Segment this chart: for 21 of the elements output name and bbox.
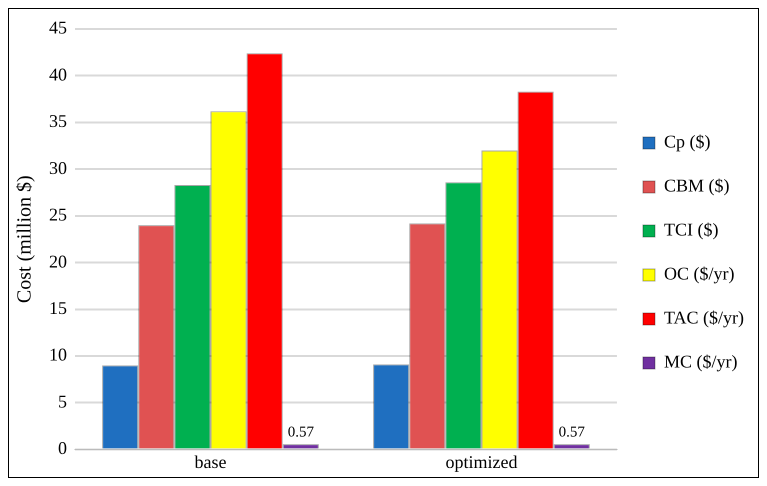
y-tick-label: 5 [58, 391, 67, 412]
legend-label: TCI ($) [664, 220, 718, 240]
y-tick-label: 45 [49, 18, 67, 38]
data-label: 0.57 [558, 424, 586, 441]
y-tick-label: 20 [49, 251, 67, 272]
legend-label: OC ($/yr) [664, 264, 734, 284]
y-tick-label: 10 [49, 344, 67, 365]
legend-label: TAC ($/yr) [664, 308, 744, 328]
y-tick-label: 25 [49, 204, 67, 225]
legend-label: Cp ($) [664, 132, 710, 152]
y-axis-title: Cost (million $) [13, 175, 36, 304]
y-tick-label: 0 [58, 438, 67, 458]
y-tick-label: 30 [49, 158, 67, 178]
y-tick-label: 35 [49, 111, 67, 132]
x-tick-label: base [194, 452, 226, 472]
y-tick-label: 15 [49, 298, 67, 318]
y-tick-label: 40 [49, 64, 67, 84]
data-label: 0.57 [288, 424, 314, 441]
legend-label: CBM ($) [664, 176, 730, 196]
legend-label: MC ($/yr) [664, 352, 738, 372]
x-tick-label: optimized [445, 452, 518, 472]
